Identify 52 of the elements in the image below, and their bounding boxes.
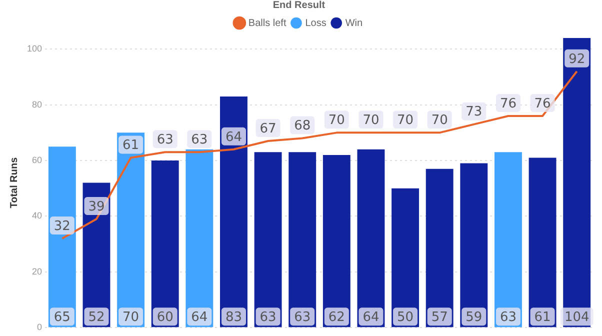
data-label: 61 [534, 310, 551, 325]
data-label: 62 [328, 310, 345, 325]
data-label: 76 [534, 96, 551, 112]
bar [151, 160, 179, 328]
y-tick-label: 60 [32, 155, 42, 166]
bar [426, 168, 454, 328]
data-label: 92 [568, 52, 586, 67]
bar [460, 163, 488, 328]
data-label: 39 [88, 199, 105, 214]
legend-title: End Result [272, 0, 326, 11]
data-label: 70 [431, 113, 448, 128]
bar [322, 154, 350, 328]
bar [357, 149, 385, 328]
data-label: 73 [466, 104, 482, 120]
y-axis-title: Total Runs [8, 156, 20, 208]
y-tick-label: 20 [32, 266, 42, 276]
data-label: 60 [156, 310, 174, 325]
data-label: 61 [122, 138, 140, 154]
bar [254, 152, 282, 328]
data-label: 68 [294, 118, 311, 134]
data-label: 104 [564, 310, 590, 325]
data-label: 63 [156, 132, 174, 148]
y-tick-label: 40 [32, 210, 42, 221]
legend-label: Balls left [248, 18, 286, 29]
data-label: 63 [294, 310, 311, 325]
data-label: 70 [122, 310, 140, 325]
data-label: 57 [431, 310, 448, 325]
data-label: 76 [500, 96, 516, 112]
data-label: 83 [225, 310, 242, 325]
bar [288, 152, 316, 328]
y-tick-label: 100 [26, 44, 42, 54]
legend-label: Loss [305, 18, 326, 29]
data-label: 70 [397, 113, 414, 128]
data-label: 70 [362, 113, 380, 128]
y-tick-label: 0 [37, 322, 42, 332]
data-label: 64 [225, 130, 242, 145]
data-label: 67 [260, 121, 276, 136]
bar [528, 158, 556, 328]
bar [494, 152, 522, 328]
data-label: 65 [54, 310, 70, 325]
y-tick-label: 80 [32, 99, 42, 110]
data-label: 50 [397, 310, 414, 325]
legend-label: Win [345, 18, 363, 29]
data-label: 64 [362, 310, 380, 325]
data-label: 32 [54, 218, 70, 234]
data-label: 64 [191, 310, 208, 325]
data-label: 63 [260, 310, 276, 325]
data-label: 70 [328, 113, 345, 128]
data-label: 63 [191, 132, 208, 148]
data-label: 63 [500, 310, 516, 325]
data-label: 59 [466, 310, 482, 325]
data-label: 52 [88, 310, 105, 325]
